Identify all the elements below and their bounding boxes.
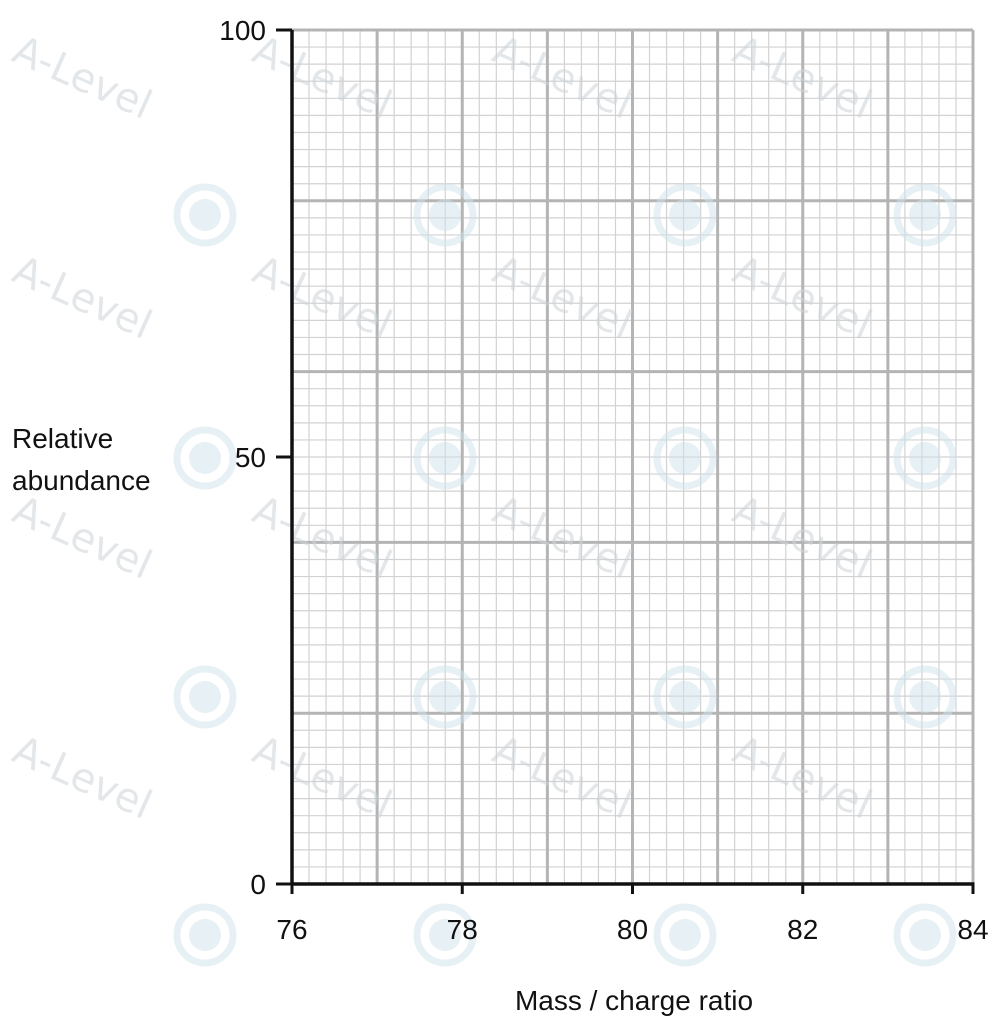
watermark-ring [173,426,237,490]
watermark-logo [413,903,477,967]
watermark-core [669,199,701,231]
watermark-ring [173,903,237,967]
watermark-text: A-Level [6,27,159,129]
y-tick-label: 0 [250,869,266,900]
watermark-text: A-Level [246,487,399,589]
watermark-logo [893,426,957,490]
y-tick-label: 100 [219,15,266,46]
watermark-text: A-Level [246,727,399,829]
watermark-logo [173,903,237,967]
watermark-ring [173,183,237,247]
x-tick-label: 80 [617,914,648,945]
watermark-text: A-Level [246,247,399,349]
watermark-ring [173,665,237,729]
watermark-core [909,442,941,474]
watermark-logo [653,426,717,490]
watermark-logo [173,183,237,247]
watermark-core [189,199,221,231]
watermark-ring [653,426,717,490]
tick-labels: 76 78 80 82 84 0 50 100 [219,15,988,945]
y-axis-label-line1: Relative [12,423,113,454]
watermark-logo [653,183,717,247]
watermark-core [429,199,461,231]
watermark-logo [653,665,717,729]
watermark-text: A-Level [6,247,159,349]
watermark-core [189,442,221,474]
watermark-ring [413,665,477,729]
watermark-ring [413,903,477,967]
x-tick-label: 82 [787,914,818,945]
watermark-ring [653,665,717,729]
watermark-core [669,442,701,474]
watermark-core [429,681,461,713]
watermark-logo [893,903,957,967]
watermark-logo [173,426,237,490]
x-tick-label: 78 [447,914,478,945]
x-axis-label: Mass / charge ratio [515,985,753,1016]
axes [276,28,975,894]
watermark-core [669,919,701,951]
watermark-ring [653,183,717,247]
watermark-core [669,681,701,713]
watermark-core [429,442,461,474]
watermark-ring [413,183,477,247]
watermark-core [429,919,461,951]
watermark-text: A-Level [6,727,159,829]
watermark-core [909,681,941,713]
watermark-core [909,199,941,231]
major-grid [292,28,975,884]
watermark-logo [653,903,717,967]
watermark-ring [653,903,717,967]
x-tick-label: 76 [276,914,307,945]
watermark-logo [413,426,477,490]
watermark-logo [173,665,237,729]
watermark-ring [893,903,957,967]
watermark-ring [413,426,477,490]
x-tick-label: 84 [957,914,988,945]
watermark-core [909,919,941,951]
watermark-ring [893,183,957,247]
y-tick-label: 50 [235,442,266,473]
watermark-logo [893,665,957,729]
watermark-text: A-Level [6,487,159,589]
watermark-logo [413,183,477,247]
watermark-core [189,681,221,713]
y-axis-label-line2: abundance [12,465,151,496]
watermark-text: A-Level [246,27,399,129]
watermark-logo [413,665,477,729]
watermark-ring [893,665,957,729]
watermark-core [189,919,221,951]
watermark-logo [893,183,957,247]
watermark-ring [893,426,957,490]
